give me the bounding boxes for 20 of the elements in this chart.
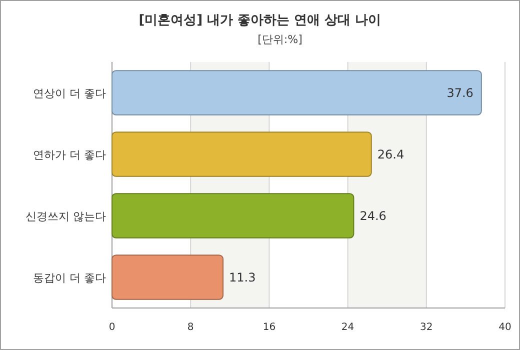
x-tick-label: 24 <box>341 322 354 333</box>
bar <box>112 70 482 116</box>
bar <box>112 254 224 300</box>
x-tick-label: 0 <box>108 322 116 333</box>
data-label: 24.6 <box>360 208 386 223</box>
data-label: 37.6 <box>446 86 474 100</box>
y-tick-label: 연상이 더 좋다 <box>33 86 106 100</box>
x-tick-label: 40 <box>498 322 512 333</box>
chart-title: [미혼여성] 내가 좋아하는 연애 상대 나이 <box>138 13 382 28</box>
x-tick-label: 8 <box>187 322 194 333</box>
data-label: 11.3 <box>229 270 256 284</box>
y-tick-label: 동갑이 더 좋다 <box>33 271 106 284</box>
x-tick-label: 16 <box>262 322 276 333</box>
bar <box>112 193 354 238</box>
y-tick-label: 연하가 더 좋다 <box>33 148 106 162</box>
x-tick-label: 32 <box>420 322 433 333</box>
chart-subtitle: [단위:%] <box>258 33 302 46</box>
data-label: 26.4 <box>377 147 404 162</box>
y-tick-label: 신경쓰지 않는다 <box>26 210 106 223</box>
bar <box>112 132 372 177</box>
